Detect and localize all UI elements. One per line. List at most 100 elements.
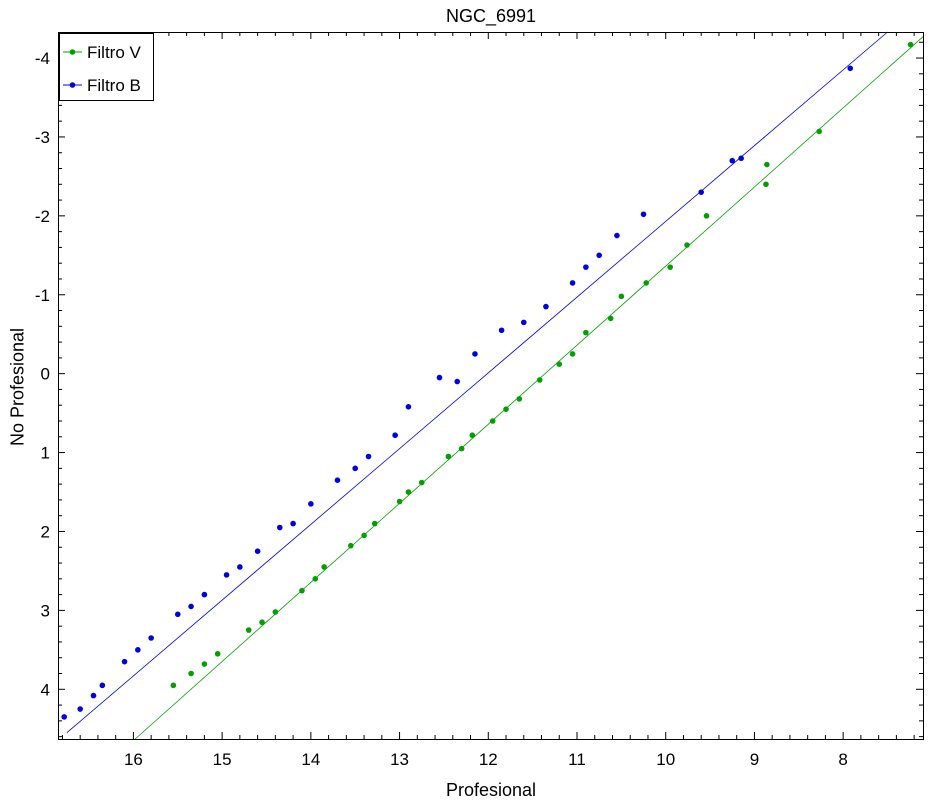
point-0-20 xyxy=(299,587,305,594)
point-0-2 xyxy=(764,161,770,168)
point-0-18 xyxy=(347,542,354,549)
series-0 xyxy=(134,36,924,740)
point-1-7 xyxy=(498,327,505,334)
point-0-5 xyxy=(684,242,690,248)
x-tick-label-3: 13 xyxy=(390,750,409,769)
point-0-27 xyxy=(607,315,614,322)
plot-content xyxy=(61,31,924,740)
legend-box xyxy=(59,33,154,101)
point-1-21 xyxy=(121,658,128,665)
point-1-12 xyxy=(365,453,372,460)
point-0-13 xyxy=(469,432,476,439)
point-1-26 xyxy=(520,319,527,326)
point-1-33 xyxy=(90,692,97,699)
point-1-10 xyxy=(405,404,412,410)
point-1-35 xyxy=(596,252,602,259)
point-0-19 xyxy=(321,564,327,570)
plot-frame xyxy=(58,32,924,740)
x-tick-label-1: 15 xyxy=(213,750,232,769)
x-axis-label: Profesional xyxy=(445,780,537,800)
point-0-34 xyxy=(259,619,265,626)
point-0-7 xyxy=(618,293,625,300)
point-0-22 xyxy=(245,627,252,633)
legend-label-1: Filtro B xyxy=(87,76,141,95)
fit-line-0 xyxy=(134,36,924,740)
x-tick-label-5: 11 xyxy=(568,750,586,769)
fit-line-1 xyxy=(66,31,888,733)
y-tick-label-6: -2 xyxy=(35,207,50,226)
point-0-14 xyxy=(445,453,452,460)
series-1 xyxy=(61,31,888,733)
point-0-9 xyxy=(569,351,576,357)
point-1-15 xyxy=(276,524,283,531)
point-0-17 xyxy=(371,520,378,527)
point-0-12 xyxy=(489,418,496,424)
point-1-23 xyxy=(77,706,83,712)
point-1-31 xyxy=(188,603,194,610)
point-1-9 xyxy=(436,374,443,381)
point-0-21 xyxy=(272,609,279,615)
point-1-11 xyxy=(392,432,398,439)
chart-title: NGC_6991 xyxy=(445,6,537,26)
point-1-24 xyxy=(61,714,68,720)
point-1-28 xyxy=(352,465,359,472)
point-0-10 xyxy=(536,377,543,383)
point-0-6 xyxy=(643,280,649,286)
point-1-20 xyxy=(148,635,154,641)
point-0-15 xyxy=(418,479,425,486)
point-1-18 xyxy=(201,591,208,598)
point-0-11 xyxy=(516,396,523,402)
legend-label-0: Filtro V xyxy=(87,43,142,62)
point-1-22 xyxy=(99,682,106,689)
point-0-26 xyxy=(667,264,673,270)
point-0-8 xyxy=(583,329,589,336)
point-1-32 xyxy=(135,647,141,653)
y-tick-label-1: 3 xyxy=(41,601,50,620)
y-tick-label-0: 4 xyxy=(41,680,50,699)
point-0-25 xyxy=(170,682,177,689)
point-0-32 xyxy=(361,532,367,539)
point-0-24 xyxy=(188,670,194,677)
x-tick-label-2: 14 xyxy=(301,750,320,769)
legend-marker-1 xyxy=(69,82,76,88)
point-1-8 xyxy=(472,351,478,357)
x-tick-label-6: 10 xyxy=(656,750,675,769)
point-0-23 xyxy=(214,650,221,657)
point-0-16 xyxy=(396,498,403,505)
point-1-2 xyxy=(729,157,736,164)
legend-marker-0 xyxy=(69,49,76,55)
point-0-3 xyxy=(763,181,769,188)
point-0-4 xyxy=(703,213,710,219)
point-1-13 xyxy=(334,477,341,483)
point-1-19 xyxy=(174,611,181,618)
point-1-5 xyxy=(569,280,576,286)
point-1-0 xyxy=(847,65,854,72)
point-1-1 xyxy=(738,155,744,162)
point-1-25 xyxy=(583,264,589,270)
point-1-14 xyxy=(308,501,314,507)
point-1-3 xyxy=(640,211,647,218)
point-1-30 xyxy=(237,564,243,570)
point-0-1 xyxy=(816,128,822,135)
y-tick-label-2: 2 xyxy=(41,522,50,541)
y-tick-label-3: 1 xyxy=(41,444,50,463)
y-tick-label-4: 0 xyxy=(41,365,50,384)
point-1-17 xyxy=(223,572,230,578)
x-tick-label-7: 9 xyxy=(750,750,759,769)
y-tick-label-5: -1 xyxy=(35,286,50,305)
x-tick-label-0: 16 xyxy=(124,750,143,769)
point-0-29 xyxy=(503,406,509,412)
point-1-16 xyxy=(254,548,261,555)
point-1-34 xyxy=(698,189,705,195)
point-0-33 xyxy=(312,576,319,582)
point-1-27 xyxy=(454,378,461,385)
x-tick-label-4: 12 xyxy=(479,750,498,769)
legend: Filtro V Filtro B xyxy=(59,33,154,101)
x-tick-label-8: 8 xyxy=(838,750,847,769)
y-tick-label-8: -4 xyxy=(35,49,50,68)
point-0-30 xyxy=(458,445,465,452)
point-0-31 xyxy=(405,489,412,495)
point-0-0 xyxy=(907,41,914,48)
